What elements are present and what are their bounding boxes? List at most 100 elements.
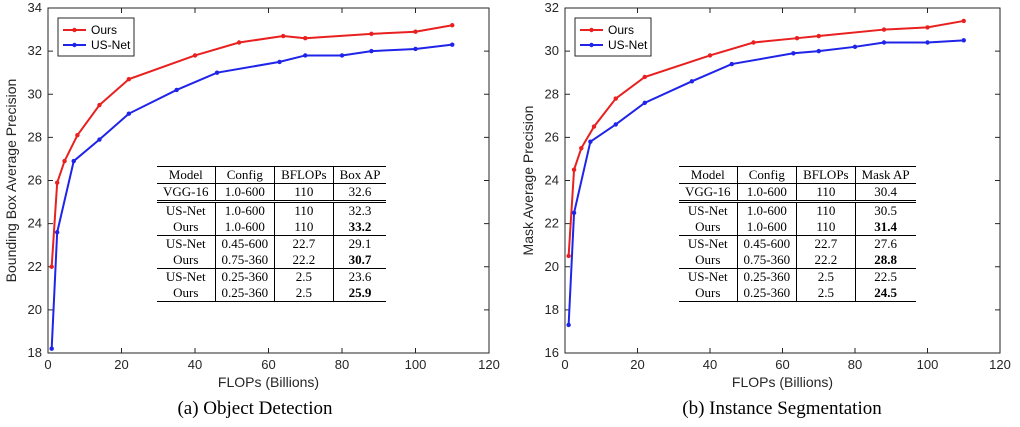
data-point <box>413 46 418 52</box>
table-cell: Ours <box>157 285 215 302</box>
table-cell: 1.0-600 <box>736 201 797 219</box>
y-tick-label: 24 <box>28 216 42 231</box>
table-cell: US-Net <box>165 203 206 218</box>
table-row: Ours 0.75-360 22.2 28.8 <box>679 252 916 269</box>
table-cell: 110 <box>796 201 856 219</box>
table-cell: Ours <box>157 252 215 269</box>
table-cell: 110 <box>274 219 334 236</box>
data-point <box>579 145 584 151</box>
data-point <box>729 61 734 67</box>
y-axis-label: Mask Average Precision <box>520 106 536 256</box>
table-cell: Ours <box>157 219 215 236</box>
table-cell: 0.75-360 <box>736 252 797 269</box>
table-cell: 0.45-600 <box>736 235 797 252</box>
table-cell: 110 <box>274 183 334 203</box>
table-cell: 1.0-600 <box>736 183 797 203</box>
legend-marker <box>72 42 77 48</box>
data-point <box>303 35 308 41</box>
data-point <box>214 70 220 75</box>
table-header-cell: Box AP <box>332 166 387 184</box>
data-point <box>97 102 102 108</box>
table-cell: 2.5 <box>796 285 856 302</box>
table-cell: US-Net <box>165 269 206 284</box>
table-cell: Ours <box>679 219 737 236</box>
table-row: Ours 0.75-360 22.2 30.7 <box>157 252 387 269</box>
data-point <box>54 230 60 235</box>
table-cell: US-Net <box>165 236 206 251</box>
x-tick-label: 40 <box>703 357 717 372</box>
data-point <box>613 122 618 127</box>
y-tick-label: 22 <box>545 216 559 231</box>
table-header-cell: Model <box>157 166 215 184</box>
y-tick-label: 16 <box>545 345 559 360</box>
table-row: US-Net 0.45-600 22.7 27.6 <box>679 235 916 252</box>
table-header-row: Model Config BFLOPs Mask AP <box>679 166 916 184</box>
y-tick-label: 24 <box>545 173 559 188</box>
legend-label: Ours <box>91 23 117 37</box>
table-cell: 1.0-600 <box>214 219 275 236</box>
data-point <box>816 33 821 39</box>
table-cell: 24.5 <box>854 285 916 302</box>
y-tick-label: 32 <box>545 0 559 15</box>
y-tick-label: 30 <box>545 43 559 58</box>
table-cell: US-Net <box>687 203 728 218</box>
data-point <box>49 264 54 269</box>
table-cell: 22.2 <box>796 252 856 269</box>
y-axis-label: Bounding Box Average Precision <box>3 79 19 283</box>
table-header-cell: BFLOPs <box>274 166 334 184</box>
detection-results-table: Model Config BFLOPs Box AP VGG-16 1.0-600 110… <box>157 166 387 302</box>
table-row: Ours 0.25-360 2.5 25.9 <box>157 285 387 302</box>
data-point <box>281 33 286 39</box>
data-point <box>54 180 60 185</box>
x-tick-label: 100 <box>917 357 939 372</box>
data-point <box>566 253 571 259</box>
table-cell: 0.45-600 <box>214 235 275 252</box>
legend-label: US-Net <box>91 38 131 52</box>
table-header-cell: Model <box>679 166 737 184</box>
table-cell: 2.5 <box>274 285 334 302</box>
table-cell: 27.6 <box>854 235 916 252</box>
data-point <box>75 133 80 138</box>
x-axis-label: FLOPs (Billions) <box>732 374 833 390</box>
data-point <box>881 40 887 45</box>
data-point <box>450 23 455 28</box>
table-cell: 1.0-600 <box>736 219 797 236</box>
data-point <box>126 76 132 82</box>
legend-label: Ours <box>608 23 634 37</box>
table-row: Ours 1.0-600 110 31.4 <box>679 219 916 236</box>
table-cell: 1.0-600 <box>214 183 275 203</box>
y-tick-label: 28 <box>545 86 559 101</box>
table-cell: VGG-16 <box>679 183 737 203</box>
data-point <box>751 40 756 45</box>
y-tick-label: 26 <box>545 129 559 144</box>
table-cell: 110 <box>274 201 334 219</box>
data-point <box>925 40 930 45</box>
data-point <box>794 35 800 41</box>
table-cell: 110 <box>796 183 856 203</box>
data-point <box>174 87 179 93</box>
table-row: US-Net 1.0-600 110 30.5 <box>679 201 916 219</box>
table-cell: US-Net <box>687 269 728 284</box>
data-point <box>566 322 571 328</box>
legend-box <box>574 17 652 57</box>
table-row: US-Net 1.0-600 110 32.3 <box>157 201 387 219</box>
table-row: Ours 0.25-360 2.5 24.5 <box>679 285 916 302</box>
data-point <box>236 40 242 45</box>
data-point <box>339 53 345 58</box>
table-cell: 2.5 <box>274 268 334 285</box>
data-point <box>689 79 695 84</box>
x-tick-label: 20 <box>114 357 128 372</box>
y-tick-label: 34 <box>28 0 42 15</box>
x-tick-label: 60 <box>775 357 789 372</box>
table-cell: 1.0-600 <box>214 201 275 219</box>
table-cell: VGG-16 <box>157 183 215 203</box>
x-axis-label: FLOPs (Billions) <box>218 374 319 390</box>
data-point <box>591 124 597 129</box>
segmentation-results-table: Model Config BFLOPs Mask AP VGG-16 1.0-600 11… <box>679 166 916 302</box>
data-point <box>642 74 647 80</box>
legend-marker <box>72 27 77 33</box>
x-tick-label: 60 <box>261 357 275 372</box>
